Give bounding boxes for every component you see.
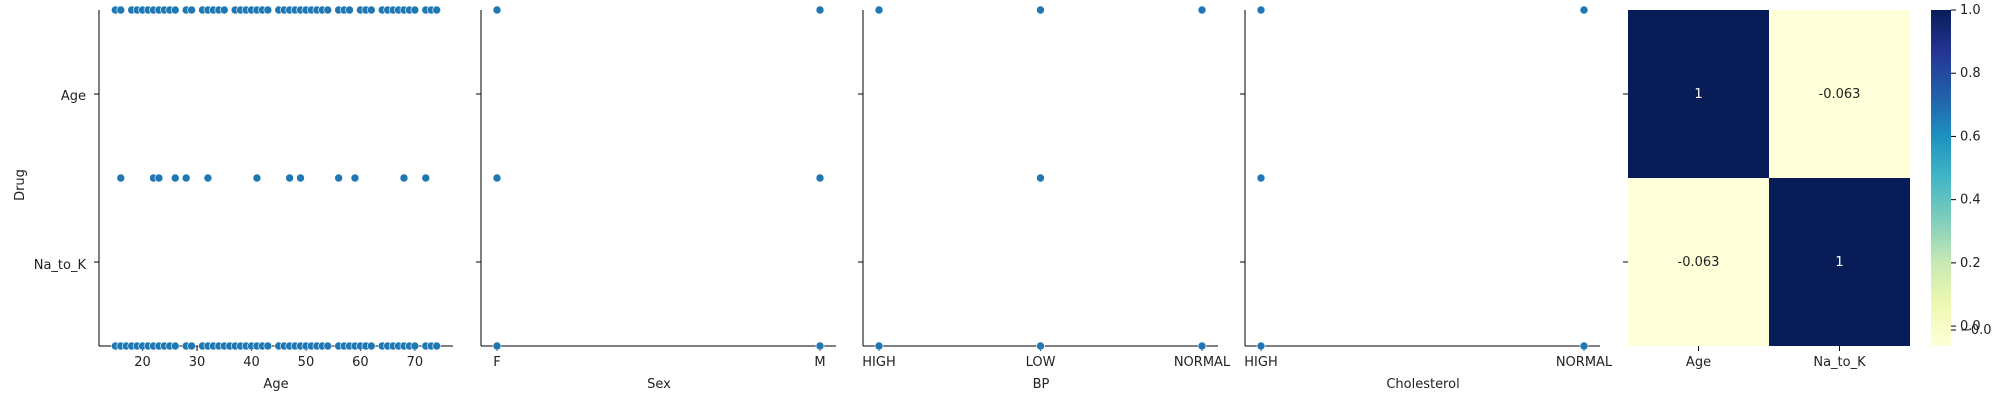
scatter-point: [285, 173, 294, 183]
scatter-point: [874, 5, 884, 15]
scatter-point: [492, 341, 502, 351]
scatter-point: [432, 5, 441, 15]
scatter-panel-age: 20 30 40 50 60 70: [94, 5, 453, 370]
heatmap-cell-label: -0.063: [1678, 255, 1720, 270]
scatter-point: [170, 5, 180, 15]
scatter-point: [170, 341, 180, 351]
scatter-point: [1256, 173, 1266, 183]
scatter-point: [116, 5, 126, 15]
x-tick-label: F: [493, 355, 500, 370]
scatter-point: [874, 341, 884, 351]
scatter-point: [334, 173, 343, 183]
x-tick-label: 30: [189, 355, 206, 370]
scatter-point: [1036, 341, 1045, 351]
colorbar-tick-label: 0.0: [1960, 319, 1981, 334]
x-tick-label: M: [814, 355, 825, 370]
heatmap-cell-label: -0.063: [1819, 87, 1861, 102]
colorbar-tick-label: 0.6: [1960, 129, 1981, 144]
heatmap-cell: [1769, 10, 1910, 178]
scatter-point: [1579, 5, 1589, 15]
scatter-point: [399, 173, 409, 183]
scatter-panel-bp: HIGH LOW NORMAL: [858, 5, 1231, 370]
heatmap-cell: [1628, 178, 1769, 346]
scatter-point: [181, 173, 191, 183]
scatter-point: [410, 5, 420, 15]
x-tick-label: 60: [352, 355, 369, 370]
heatmap-cell: [1628, 10, 1769, 178]
scatter-point: [350, 173, 360, 183]
scatter-point: [263, 5, 273, 15]
heatmap-cell: [1769, 178, 1910, 346]
correlation-heatmap: 1 -0.063 -0.063 1 Age Na_to_K: [1623, 10, 1910, 370]
x-axis-label-cholesterol: Cholesterol: [1386, 377, 1459, 392]
scatter-point: [1036, 173, 1045, 183]
scatter-point: [116, 173, 126, 183]
scatter-point: [219, 5, 229, 15]
x-axis-label-age: Age: [263, 377, 288, 392]
colorbar-tick-label: 0.2: [1960, 256, 1981, 271]
scatter-panel-cholesterol: HIGH NORMAL: [1240, 5, 1613, 370]
scatter-point: [296, 173, 305, 183]
x-tick-label: HIGH: [862, 355, 895, 370]
scatter-point: [1579, 341, 1589, 351]
scatter-point: [432, 341, 441, 351]
scatter-point: [492, 5, 502, 15]
x-axis-label-sex: Sex: [647, 377, 671, 392]
scatter-point: [323, 5, 333, 15]
colorbar-gradient: [1931, 10, 1951, 346]
scatter-point: [421, 173, 431, 183]
scatter-point: [367, 5, 376, 15]
scatter-point: [187, 341, 196, 351]
y-tick-label: Age: [61, 89, 86, 104]
colorbar-tick-label: 0.8: [1960, 66, 1981, 81]
x-tick-label: 70: [407, 355, 424, 370]
scatter-point: [492, 173, 502, 183]
heatmap-cell-label: 1: [1694, 87, 1702, 102]
colorbar-tick-label: −0.0: [1960, 323, 1992, 338]
colorbar-tick-label: 0.4: [1960, 193, 1981, 208]
scatter-point: [1256, 341, 1266, 351]
scatter-point: [323, 341, 333, 351]
x-tick-label: LOW: [1026, 355, 1056, 370]
colorbar-tick-label: 1.0: [1960, 3, 1981, 18]
scatter-point: [203, 173, 213, 183]
heatmap-cell-label: 1: [1835, 255, 1843, 270]
y-axis-label: Drug: [13, 169, 28, 201]
x-tick-label: 50: [298, 355, 315, 370]
x-tick-label: 20: [134, 355, 151, 370]
scatter-point: [1197, 341, 1207, 351]
x-axis-label-bp: BP: [1033, 377, 1050, 392]
x-tick-label: NORMAL: [1556, 355, 1613, 370]
scatter-point: [815, 341, 825, 351]
heatmap-x-tick-label: Na_to_K: [1813, 355, 1866, 370]
scatter-point: [187, 5, 196, 15]
scatter-point: [1036, 5, 1045, 15]
x-tick-label: 40: [243, 355, 260, 370]
scatter-point: [154, 173, 164, 183]
scatter-point: [815, 5, 825, 15]
scatter-point: [263, 341, 273, 351]
scatter-point: [410, 341, 420, 351]
scatter-point: [252, 173, 262, 183]
scatter-point: [170, 173, 180, 183]
scatter-point: [815, 173, 825, 183]
scatter-point: [367, 341, 376, 351]
heatmap-x-tick-label: Age: [1686, 355, 1711, 370]
scatter-point: [345, 5, 354, 15]
y-tick-label: Na_to_K: [34, 258, 87, 273]
x-tick-label: HIGH: [1244, 355, 1277, 370]
scatter-point: [1256, 5, 1266, 15]
colorbar: 0.0 0.2 0.4 0.6 0.8 1.0 −0.0: [1931, 3, 1992, 346]
scatter-point: [1197, 5, 1207, 15]
x-tick-label: NORMAL: [1174, 355, 1231, 370]
